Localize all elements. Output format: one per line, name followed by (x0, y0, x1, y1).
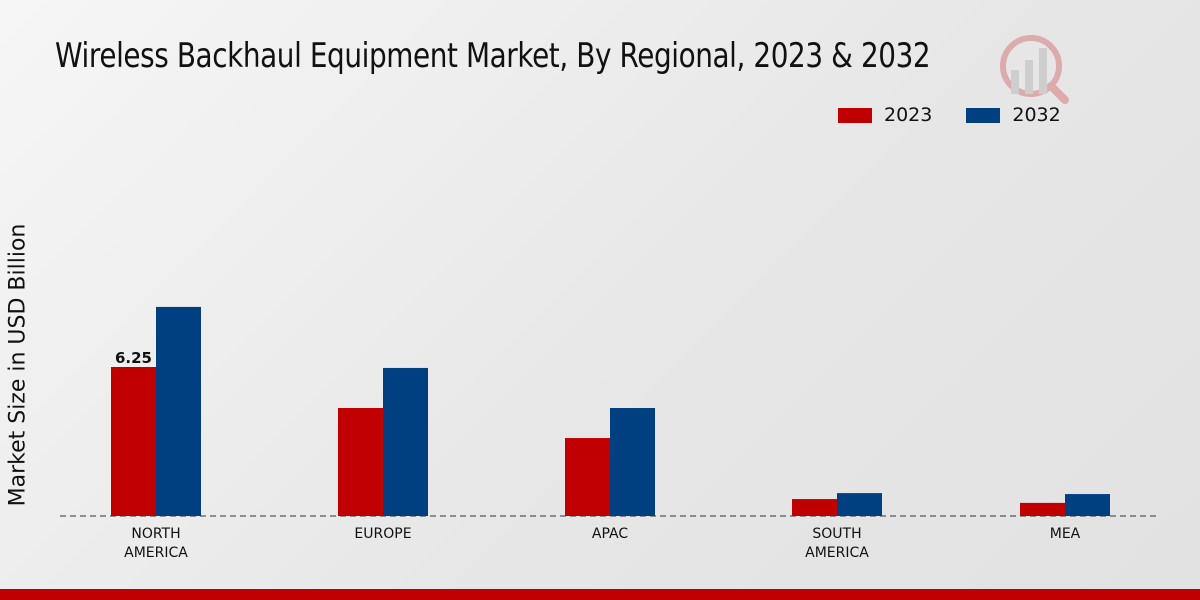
watermark-logo-icon (1000, 35, 1069, 104)
bar-2023-apac (565, 438, 610, 516)
bar-2032-apac (610, 408, 655, 516)
bar-2023-europe (338, 408, 383, 516)
chart-title: Wireless Backhaul Equipment Market, By R… (55, 36, 931, 76)
bar-2023-south-america (792, 499, 837, 516)
footer-bar (0, 589, 1200, 600)
x-tick-label: NORTH AMERICA (124, 526, 188, 561)
bar-2023-mea (1020, 502, 1065, 516)
legend-item-2023: 2023 (838, 104, 932, 126)
x-tick-label: MEA (1050, 526, 1081, 542)
x-tick-label: EUROPE (354, 526, 411, 542)
bar-2032-south-america (837, 493, 882, 516)
legend: 2023 2032 (838, 104, 1061, 126)
bar-2032-north-america (156, 306, 201, 516)
legend-swatch-2032 (966, 107, 1001, 123)
legend-label-2032: 2032 (1012, 104, 1061, 126)
x-tick-label: SOUTH AMERICA (805, 526, 869, 561)
legend-item-2032: 2032 (966, 104, 1061, 126)
data-label: 6.25 (115, 349, 152, 367)
bar-2032-europe (383, 367, 428, 516)
x-tick-label: APAC (592, 526, 628, 542)
legend-swatch-2023 (838, 107, 872, 123)
legend-label-2023: 2023 (884, 104, 933, 126)
bar-2032-mea (1065, 494, 1110, 516)
bar-2023-north-america (111, 367, 156, 516)
